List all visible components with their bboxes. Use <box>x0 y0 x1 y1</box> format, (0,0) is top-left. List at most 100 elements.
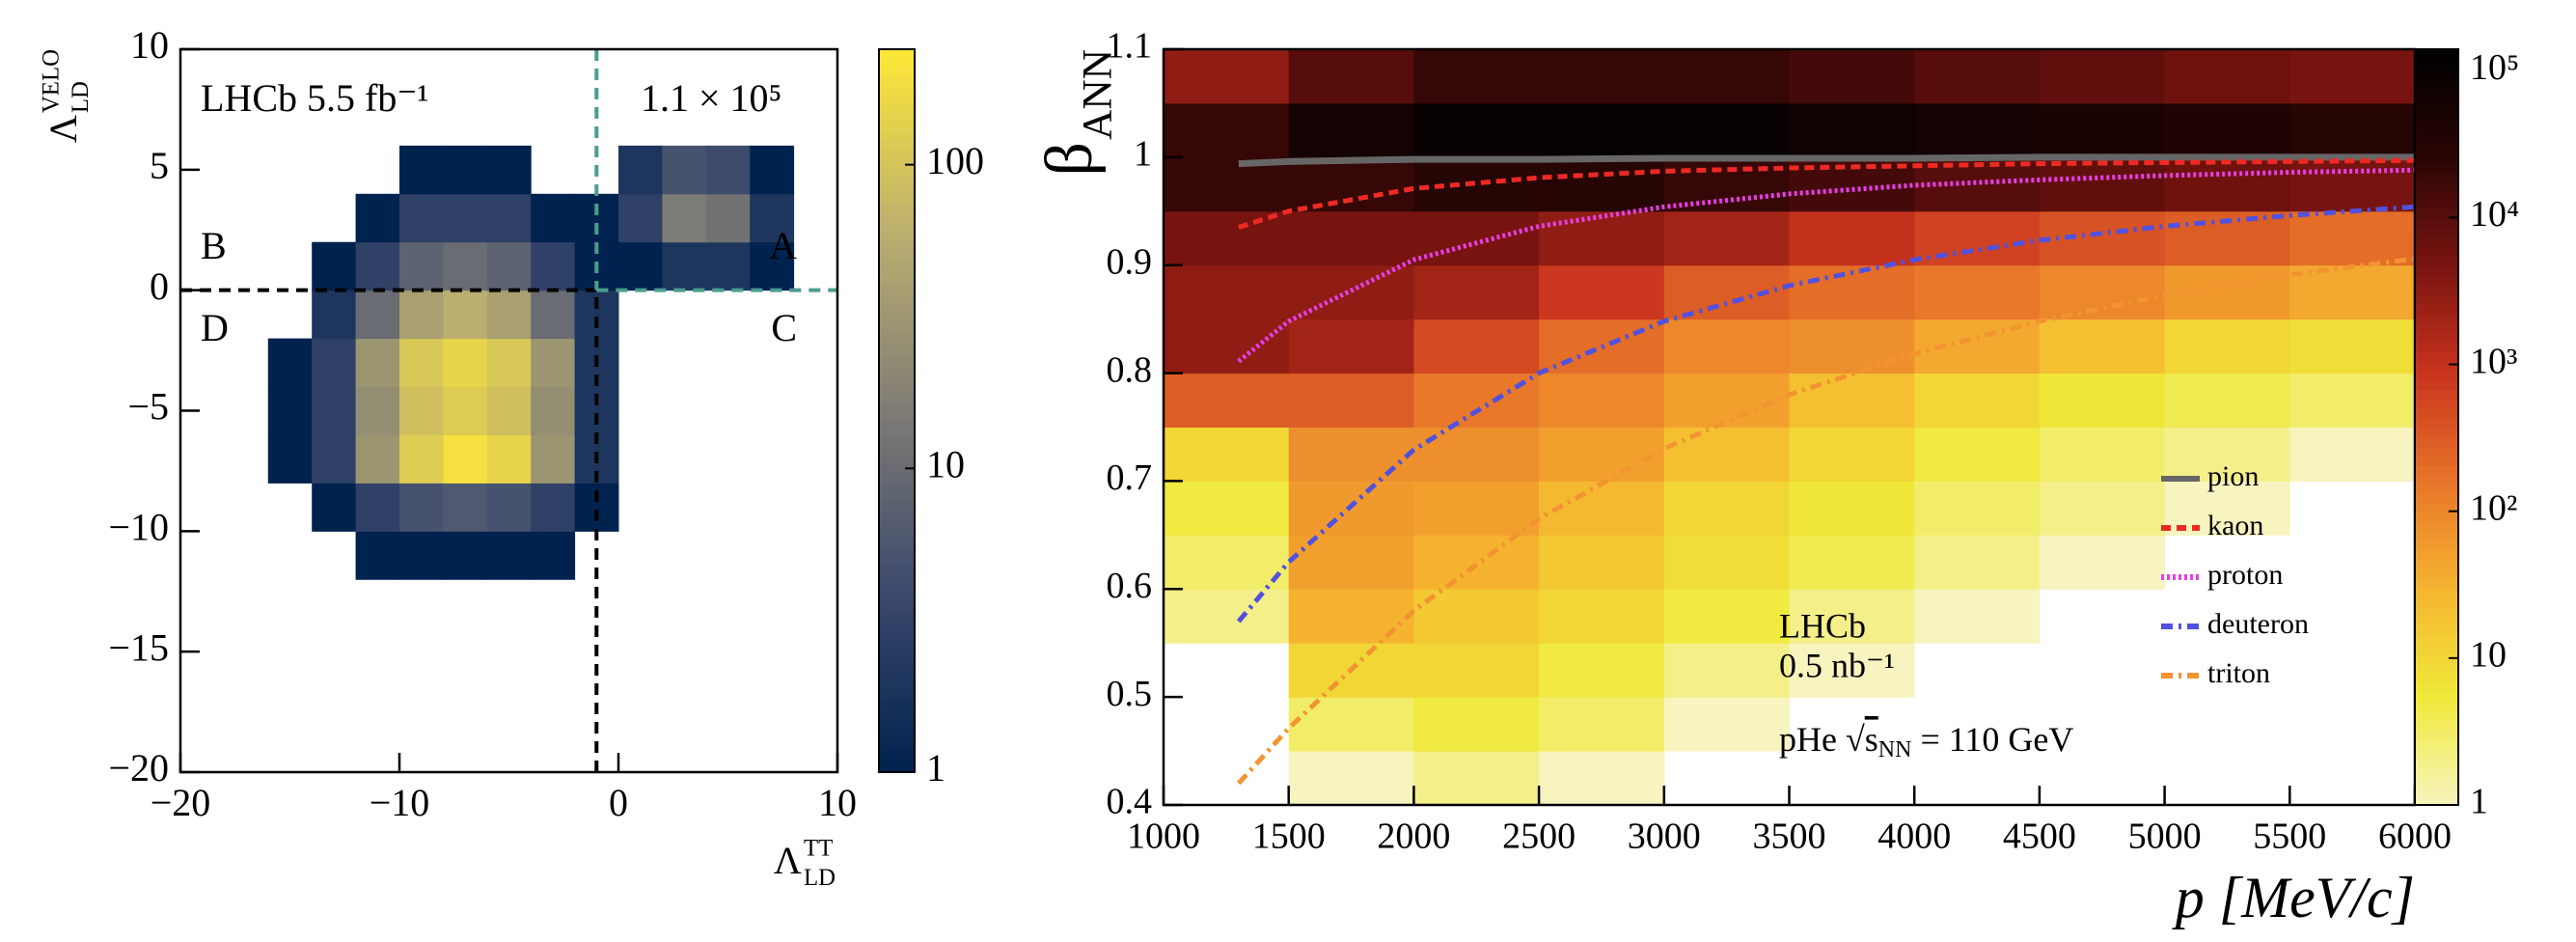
colorbar-segment <box>2415 559 2458 569</box>
y-tick-label: 0.5 <box>1107 674 1153 714</box>
heat-cell <box>1413 751 1540 806</box>
heat-cell <box>2039 481 2166 536</box>
colorbar-segment <box>2415 691 2458 702</box>
colorbar-segment <box>2415 436 2458 447</box>
heat-cell <box>267 338 313 388</box>
heat-cell <box>355 531 400 580</box>
colorbar-segment <box>2415 342 2458 352</box>
colorbar-segment <box>879 211 915 222</box>
heat-cell <box>486 145 532 195</box>
heat-cell <box>1288 427 1414 482</box>
colorbar-tick-label: 1 <box>2470 782 2488 822</box>
heat-cell <box>1914 427 2041 482</box>
heat-cell <box>486 193 532 243</box>
colorbar-segment <box>879 67 915 77</box>
colorbar-segment <box>879 654 915 665</box>
heat-cell <box>1413 373 1540 428</box>
label-sub: LD <box>804 865 836 891</box>
heat-cell <box>618 193 663 243</box>
heat-cell <box>1539 264 1665 320</box>
heat-cell <box>2039 210 2166 266</box>
colorbar-segment <box>2415 786 2458 796</box>
colorbar-segment <box>879 166 915 177</box>
heat-cell <box>399 241 444 291</box>
heat-cell <box>355 386 400 435</box>
heat-cell <box>399 290 444 340</box>
colorbar-segment <box>879 464 915 475</box>
heat-cell <box>1789 319 1915 374</box>
colorbar-segment <box>2415 58 2458 69</box>
colorbar-segment <box>2415 644 2458 654</box>
x-tick-label: 1000 <box>1127 817 1200 857</box>
heat-cell <box>1914 264 2041 320</box>
colorbar-segment <box>2415 634 2458 646</box>
heat-cell <box>1663 427 1790 482</box>
annotation: LHCb <box>1779 606 1866 645</box>
heat-cell <box>1539 589 1665 644</box>
colorbar-segment <box>879 483 915 493</box>
colorbar-segment <box>879 76 915 87</box>
heat-cell <box>531 338 576 388</box>
heat-cell <box>531 386 576 435</box>
heat-cell <box>1539 49 1665 104</box>
colorbar-segment <box>879 319 915 330</box>
heat-cell <box>1663 697 1790 752</box>
heat-cell <box>2289 319 2416 374</box>
colorbar-segment <box>879 338 915 348</box>
energy-label-part: √ <box>1846 720 1865 759</box>
heat-cell <box>531 241 576 291</box>
heat-cell <box>1413 643 1540 698</box>
colorbar-segment <box>879 365 915 375</box>
y-tick-label: 0.9 <box>1107 241 1153 282</box>
heat-cell <box>1413 481 1540 536</box>
colorbar-segment <box>2415 219 2458 230</box>
colorbar-tick-label: 10 <box>2470 635 2507 676</box>
heat-cell <box>1663 589 1790 644</box>
heat-cell <box>1164 427 1290 482</box>
colorbar-segment <box>2415 200 2458 210</box>
heat-cell <box>355 241 400 291</box>
colorbar-segment <box>879 681 915 692</box>
x-tick-label: 1500 <box>1252 817 1326 857</box>
heat-cell <box>355 483 400 532</box>
heat-cell <box>1413 102 1540 158</box>
colorbar-segment <box>2415 464 2458 476</box>
heat-cell <box>443 338 488 388</box>
heat-cell <box>1413 210 1540 266</box>
colorbar-segment <box>879 176 915 186</box>
heat-cell <box>1413 427 1540 482</box>
heat-cell <box>1164 49 1290 104</box>
y-tick-label: 1 <box>1134 134 1152 175</box>
x-tick-label: 3000 <box>1628 817 1701 857</box>
heat-cell <box>1413 49 1540 104</box>
colorbar-segment <box>879 356 915 367</box>
colorbar-segment <box>2415 162 2458 173</box>
heat-cell <box>750 145 795 195</box>
colorbar-segment <box>2415 795 2458 806</box>
annotation: LHCb 5.5 fb⁻¹ <box>201 76 428 120</box>
colorbar-segment <box>2415 512 2458 522</box>
y-tick-label: 10 <box>130 23 169 67</box>
heat-cell <box>399 193 444 243</box>
heat-cell <box>1164 102 1290 158</box>
colorbar-segment <box>879 754 915 764</box>
colorbar-segment <box>879 85 915 96</box>
colorbar-segment <box>2415 322 2458 334</box>
colorbar-segment <box>2415 776 2458 788</box>
label-sub: LD <box>68 81 94 113</box>
legend-label: kaon <box>2207 510 2263 541</box>
colorbar-segment <box>879 636 915 647</box>
annotation: 1.1 × 10⁵ <box>641 76 782 120</box>
colorbar-tick-label: 100 <box>926 139 984 182</box>
colorbar-segment <box>879 437 915 448</box>
heat-cell <box>2289 373 2416 428</box>
heat-cell <box>399 145 444 195</box>
x-tick-label: 5500 <box>2253 817 2326 857</box>
y-tick-label: −20 <box>108 746 169 790</box>
colorbar-segment <box>2415 285 2458 296</box>
heat-cell <box>1914 49 2041 104</box>
colorbar-segment <box>2415 502 2458 513</box>
colorbar-segment <box>2415 681 2458 693</box>
